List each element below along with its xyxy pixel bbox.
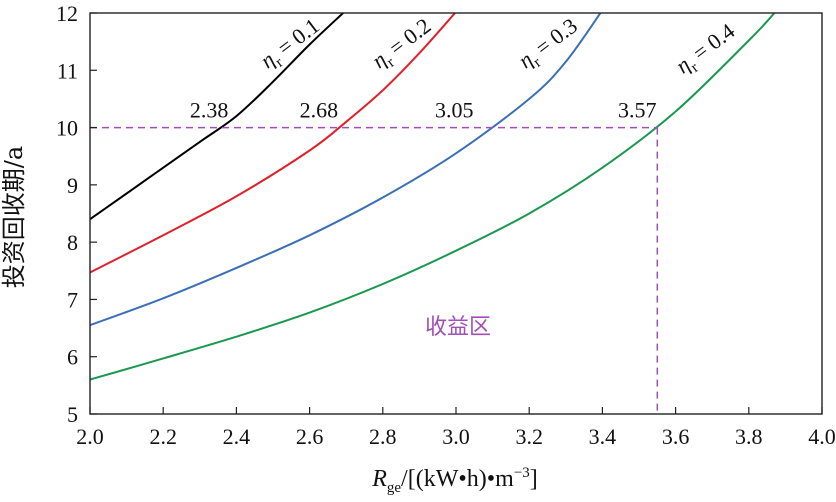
y-tick-label: 10 [56, 116, 78, 141]
x-tick-label: 2.8 [369, 424, 397, 449]
y-tick-label: 12 [56, 1, 78, 26]
series-label: ηr = 0.1 [255, 13, 326, 77]
plot-frame [89, 12, 823, 415]
x-tick-label: 2.6 [296, 424, 324, 449]
x-tick-label: 3.6 [662, 424, 690, 449]
series-label: ηr = 0.4 [671, 18, 742, 82]
x-tick-label: 3.2 [515, 424, 543, 449]
y-tick-label: 7 [67, 287, 78, 312]
x-tick-label: 2.2 [149, 424, 177, 449]
x-tick-label: 3.0 [442, 424, 470, 449]
y-tick-label: 11 [57, 58, 78, 83]
series-label-eq: = 0.2 [380, 13, 436, 64]
series-label-eq: = 0.1 [268, 13, 324, 64]
y-axis-label: 投资回收期/a [0, 146, 28, 288]
series-label-eq: = 0.3 [526, 13, 582, 64]
x-axis-label: Rge/[(kW•h)•m−3] [371, 465, 538, 496]
y-tick-label: 5 [67, 402, 78, 427]
x-tick-label: 3.8 [735, 424, 763, 449]
x-tick-label: 2.4 [223, 424, 251, 449]
x-tick-label: 3.4 [589, 424, 617, 449]
x-tick-label: 4.0 [808, 424, 836, 449]
reference-layer [90, 126, 659, 414]
y-tick-label: 9 [67, 173, 78, 198]
intersection-label: 3.05 [435, 98, 474, 123]
series-line-1 [90, 13, 345, 221]
series-label-eq: = 0.4 [684, 18, 740, 69]
series-line-3 [90, 13, 602, 327]
series-line-2 [90, 13, 457, 274]
y-tick-label: 8 [67, 230, 78, 255]
intersection-label: 3.57 [618, 98, 657, 123]
intersection-label: 2.38 [190, 98, 229, 123]
series-label: ηr = 0.3 [513, 13, 584, 77]
x-tick-label: 2.0 [76, 424, 104, 449]
profit-zone-label: 收益区 [425, 315, 491, 340]
axes-layer: 2.0 2.2 2.4 2.6 2.8 3.0 3.2 3.4 3.6 3.8 4.0 5 6 7 8 9 10… [56, 1, 836, 449]
series-line-4 [90, 13, 776, 381]
intersection-label: 2.68 [300, 98, 339, 123]
y-tick-label: 6 [67, 345, 78, 370]
series-layer [90, 13, 776, 381]
